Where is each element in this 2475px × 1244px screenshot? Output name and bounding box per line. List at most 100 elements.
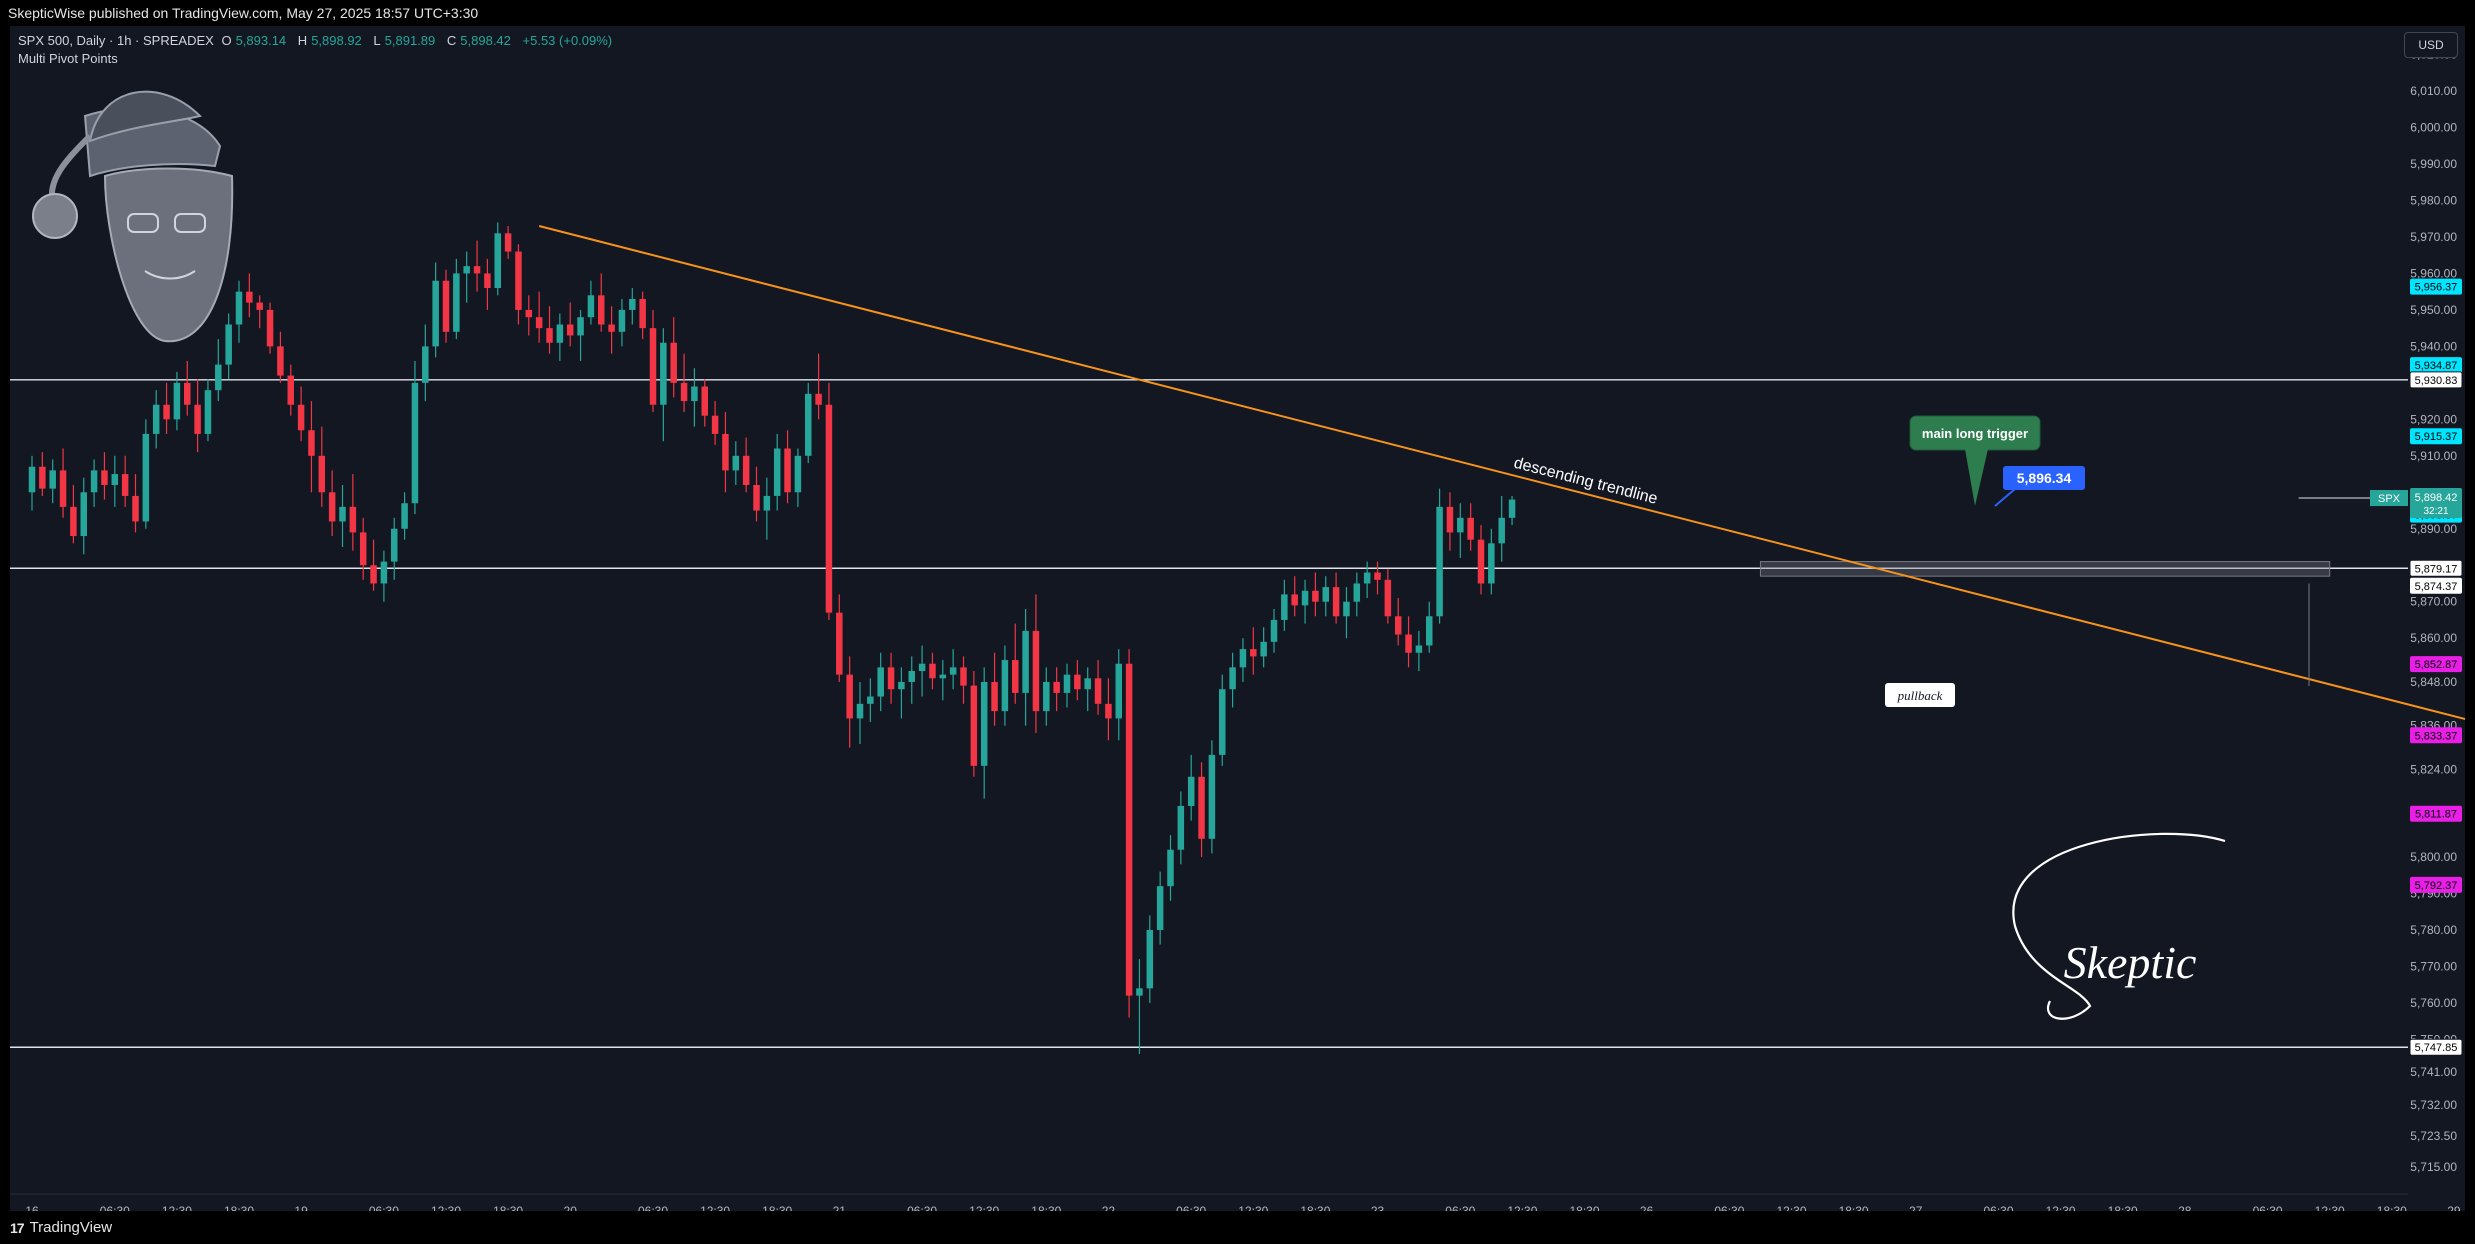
candle [453, 258, 460, 340]
candle-body [494, 233, 501, 289]
x-tick-label: 06:30 [1445, 1204, 1475, 1211]
candle [308, 401, 315, 493]
x-tick-label: 18:30 [1031, 1204, 1061, 1211]
candle-body [463, 266, 470, 274]
candle [1291, 576, 1298, 617]
candle-body [846, 674, 853, 719]
candle-body [908, 671, 915, 682]
x-tick-label: 18:30 [1839, 1204, 1869, 1211]
candle-body [246, 291, 253, 303]
chart-frame[interactable]: 5,715.005,723.505,732.005,741.005,750.00… [10, 26, 2465, 1211]
candle-body [1198, 776, 1205, 839]
candle-body [235, 291, 243, 325]
glasses-left [127, 213, 159, 233]
candle-body [815, 393, 822, 405]
x-tick-label: 18:30 [2377, 1204, 2407, 1211]
candle-body [380, 561, 388, 584]
candle [587, 280, 595, 325]
ohlc-change: +5.53 (+0.09%) [522, 33, 613, 48]
level-price-label: 5,879.17 [2415, 563, 2458, 575]
candle-body [867, 696, 874, 704]
candle [1105, 678, 1112, 741]
x-tick-label: 12:30 [969, 1204, 999, 1211]
candle [90, 459, 98, 507]
candle-body [773, 448, 781, 496]
candle [815, 353, 822, 420]
candle-body [132, 495, 139, 522]
candle-body [546, 328, 553, 343]
candle-body [1332, 587, 1340, 617]
candle [1125, 649, 1133, 1018]
candle [1405, 616, 1412, 668]
y-tick-label: 5,723.50 [2410, 1129, 2457, 1143]
ohlc-low: L 5,891.89 [373, 33, 436, 48]
candle [618, 298, 626, 347]
candle-body [1105, 703, 1112, 719]
price-chart[interactable]: 5,715.005,723.505,732.005,741.005,750.00… [10, 26, 2465, 1211]
y-tick-label: 5,940.00 [2410, 339, 2457, 353]
candle [1467, 503, 1474, 551]
candle-body [173, 382, 181, 420]
candle-body [225, 324, 232, 365]
candle-body [49, 470, 56, 489]
candle [929, 652, 936, 690]
pivot-price-label: 5,956.37 [2415, 282, 2458, 294]
symbol-tag-label: SPX [2378, 493, 2401, 505]
level-price-badge [2409, 559, 2463, 577]
candle [825, 382, 833, 620]
candle-body [1156, 886, 1164, 930]
x-tick-label: 12:30 [162, 1204, 192, 1211]
candle [422, 324, 429, 402]
candle [297, 386, 305, 442]
candle-body [1146, 929, 1154, 989]
candle-body [1281, 594, 1288, 620]
candle [1250, 627, 1257, 675]
candle [535, 291, 543, 343]
candle [1063, 663, 1071, 708]
candle [649, 309, 657, 413]
candle [525, 295, 533, 336]
candle [256, 295, 263, 329]
candle [163, 382, 170, 434]
candle [680, 353, 688, 413]
candle-body [1270, 619, 1278, 642]
trigger-callout-pointer [1965, 449, 1988, 506]
candle-body [1322, 587, 1329, 602]
candle [318, 426, 326, 507]
candle-body [608, 324, 615, 332]
candle [867, 678, 874, 723]
y-tick-label: 5,800.00 [2410, 850, 2457, 864]
candle [339, 484, 346, 547]
pullback-callout-box [1885, 683, 1955, 707]
y-tick-label: 5,950.00 [2410, 303, 2457, 317]
candle [1457, 503, 1464, 558]
candle [1426, 601, 1433, 653]
y-tick-label: 5,920.00 [2410, 412, 2457, 426]
candle [670, 317, 677, 398]
candle-body [639, 298, 646, 329]
candle-body [929, 663, 936, 679]
candle-body [1457, 517, 1464, 533]
candle [266, 302, 274, 354]
candle-body [1074, 674, 1081, 690]
candle-body [1508, 499, 1516, 518]
ohlc-open: O 5,893.14 [221, 33, 287, 48]
candle [566, 302, 574, 347]
candle [1094, 660, 1102, 715]
symbol-line: SPX 500, Daily · 1h · SPREADEX [18, 33, 214, 48]
level-price-badge [2409, 371, 2463, 389]
y-tick-label: 5,860.00 [2410, 631, 2457, 645]
candle [1229, 652, 1236, 708]
candle [1022, 609, 1029, 726]
signature-logo: Skeptic [2012, 832, 2226, 1020]
candle-body [121, 474, 129, 496]
candle-body [215, 364, 222, 391]
candle-body [432, 280, 439, 347]
x-tick-label: 12:30 [2046, 1204, 2076, 1211]
x-tick-label: 18:30 [2108, 1204, 2138, 1211]
tradingview-logo-icon: 17 [10, 1219, 25, 1236]
candle-body [391, 528, 398, 562]
candle-body [1001, 660, 1009, 712]
currency-button[interactable]: USD [2404, 32, 2458, 58]
candle [918, 645, 926, 697]
